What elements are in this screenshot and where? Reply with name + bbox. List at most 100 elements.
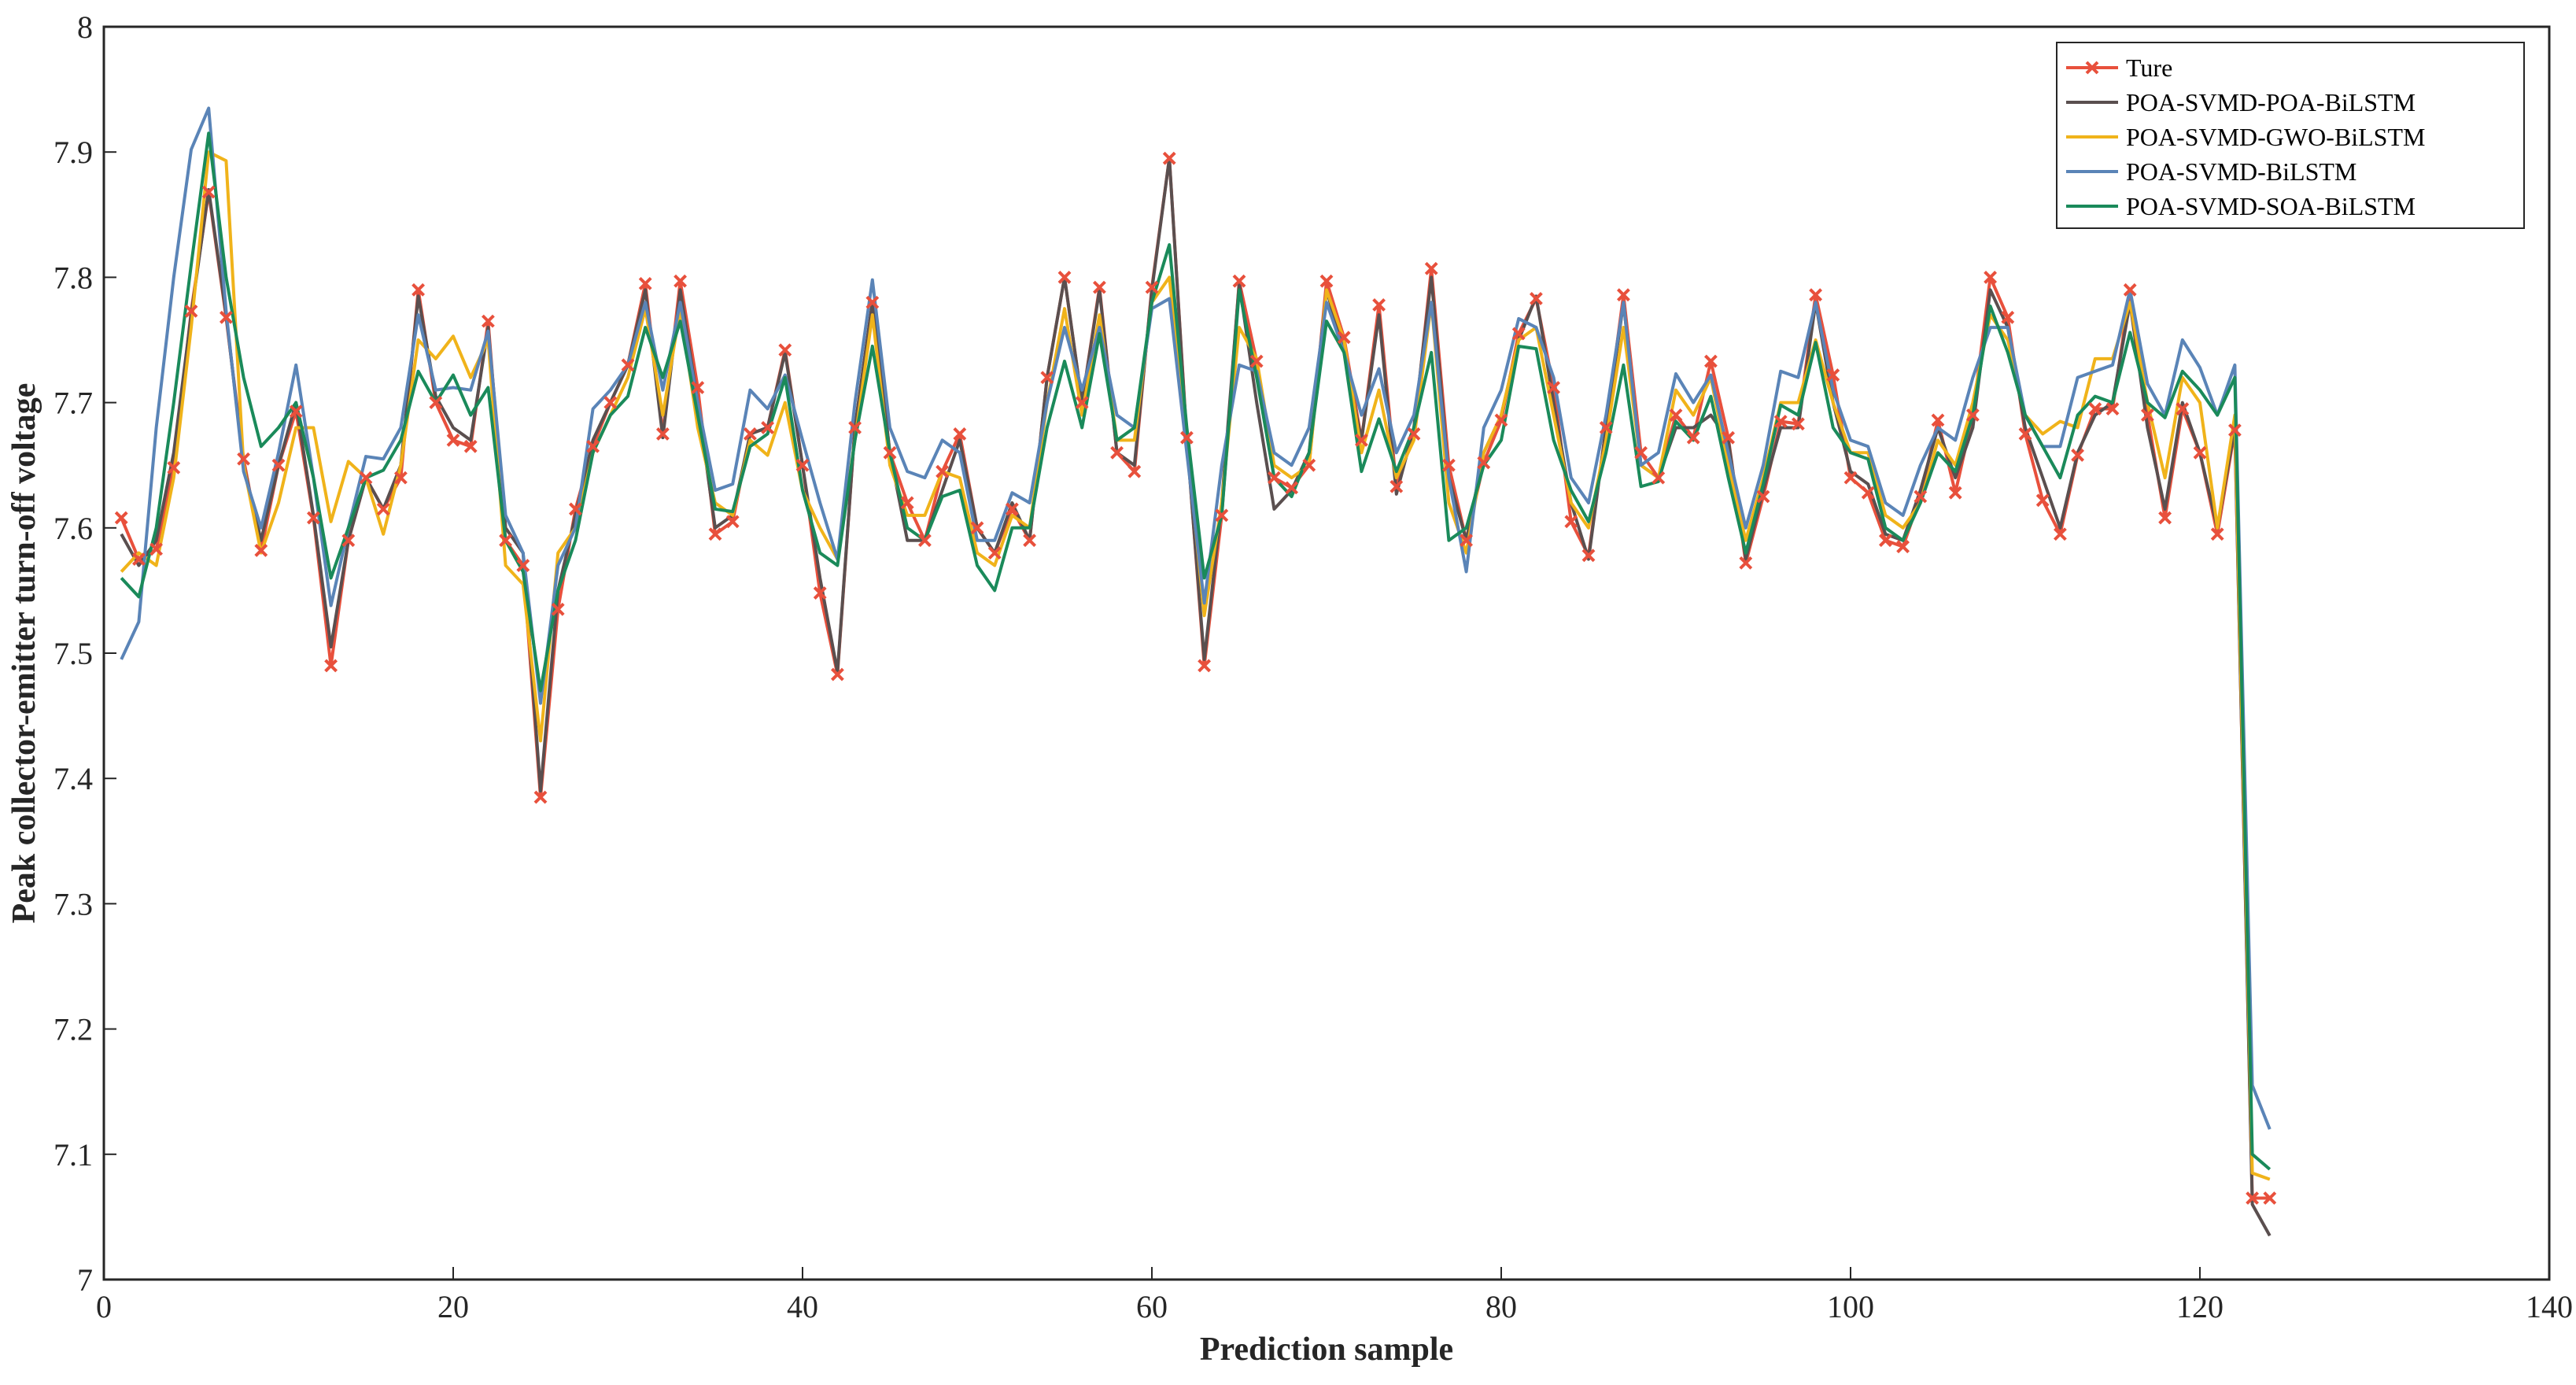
data-point-marker [1441,458,1456,472]
data-point-marker [289,404,303,419]
data-point-marker [1267,471,1281,485]
data-point-marker [2035,493,2050,508]
data-point-marker [1826,368,1840,382]
data-point-marker [778,343,792,357]
data-point-marker [1285,481,1299,495]
data-point-marker [149,542,164,556]
tick-layer: 0 20 40 60 80 100 120 140 7 7.1 7.2 7.3 7.4 7.5 7.6 7.7… [54,9,2573,1324]
data-point-marker [376,502,390,516]
data-point-marker [1686,430,1700,445]
data-point-marker [131,552,146,567]
plot-area [102,25,2551,1281]
data-point-marker [830,667,844,681]
data-point-marker [429,396,443,410]
data-point-marker [2246,1191,2260,1205]
data-point-marker [219,310,233,324]
data-point-marker [970,521,984,535]
data-point-marker [603,396,618,410]
data-point-marker [1703,354,1718,368]
data-point-marker [883,445,897,460]
legend-label: POA-SVMD-POA-BiLSTM [2126,88,2415,116]
y-tick-label: 7.3 [54,886,93,921]
data-point-marker [1948,486,1962,500]
data-point-marker [114,511,128,525]
data-point-marker [1075,396,1089,410]
x-tick-label: 40 [787,1289,818,1324]
data-point-marker [1460,534,1474,548]
data-point-marker [1965,408,1980,422]
data-point-marker [568,502,582,516]
x-tick-label: 100 [1827,1289,1874,1324]
legend-label: POA-SVMD-SOA-BiLSTM [2126,192,2415,220]
data-point-marker [1809,288,1823,302]
data-point-marker [167,460,181,475]
series-line-poa-svmd-soa-bilstm [120,131,2272,1171]
data-point-marker [725,515,740,529]
data-point-marker [1756,489,1770,504]
data-point-marker [463,439,478,453]
data-point-marker [953,427,967,441]
data-point-marker [743,427,757,441]
data-point-marker [2071,449,2085,462]
data-point-marker [1861,486,1875,500]
data-point-marker [1337,331,1351,345]
data-point-marker [533,790,548,804]
data-point-marker [1652,471,1666,485]
data-point-marker [393,471,408,485]
data-point-marker [2263,1191,2277,1205]
data-point-marker [674,274,688,288]
y-tick-label: 7.2 [54,1012,93,1047]
series-line-poa-svmd-bilstm [120,106,2272,1130]
y-tick-label: 7.6 [54,511,93,546]
data-point-marker [1145,280,1159,294]
data-point-marker [1564,515,1578,529]
legend-box [2056,42,2525,229]
data-point-marker [2018,427,2032,441]
data-point-marker [1511,327,1526,341]
data-point-marker [1023,534,1037,548]
data-point-marker [2227,423,2242,438]
legend-items: Ture POA-SVMD-POA-BiLSTM POA-SVMD-GWO-BiLS… [2066,54,2425,220]
data-point-marker [1599,421,1613,434]
x-tick-label: 80 [1485,1289,1517,1324]
data-point-marker [1931,413,1945,427]
y-axis-title: Peak collector-emitter turn-off voltage [6,383,42,924]
data-point-marker [359,471,373,485]
data-point-marker [1005,502,1019,516]
data-point-marker [1198,659,1212,673]
data-point-marker [761,421,775,434]
data-point-marker [1494,413,1508,427]
data-point-marker [1249,354,1264,368]
data-point-marker [499,534,513,548]
data-point-marker [2210,527,2224,541]
data-point-marker [1477,456,1491,470]
x-tick-label: 120 [2176,1289,2224,1324]
data-point-marker [1634,445,1648,460]
data-point-marker [1092,280,1106,294]
data-point-marker [411,283,426,297]
data-point-marker [271,458,286,472]
data-point-marker [1896,540,1910,554]
data-point-marker [1179,430,1194,445]
data-point-marker [1791,417,1805,431]
y-tick-label: 7.5 [54,636,93,671]
x-tick-label: 60 [1136,1289,1168,1324]
data-point-marker [2001,310,2015,324]
data-point-marker [1722,430,1736,445]
x-tick-label: 20 [437,1289,469,1324]
data-point-marker [900,496,914,510]
data-point-marker [306,511,320,525]
data-point-marker [1547,381,1561,394]
y-tick-label: 7.4 [54,761,93,796]
data-point-marker [2158,511,2172,525]
data-point-marker [2088,402,2102,416]
data-point-marker [1057,270,1072,284]
marker-layer [114,151,2277,1205]
data-point-marker [324,659,338,673]
data-point-marker [1110,445,1124,460]
data-point-marker [1389,479,1404,493]
data-point-marker [184,304,198,318]
data-point-marker [1232,274,1246,288]
y-tick-label: 7.1 [54,1137,93,1173]
